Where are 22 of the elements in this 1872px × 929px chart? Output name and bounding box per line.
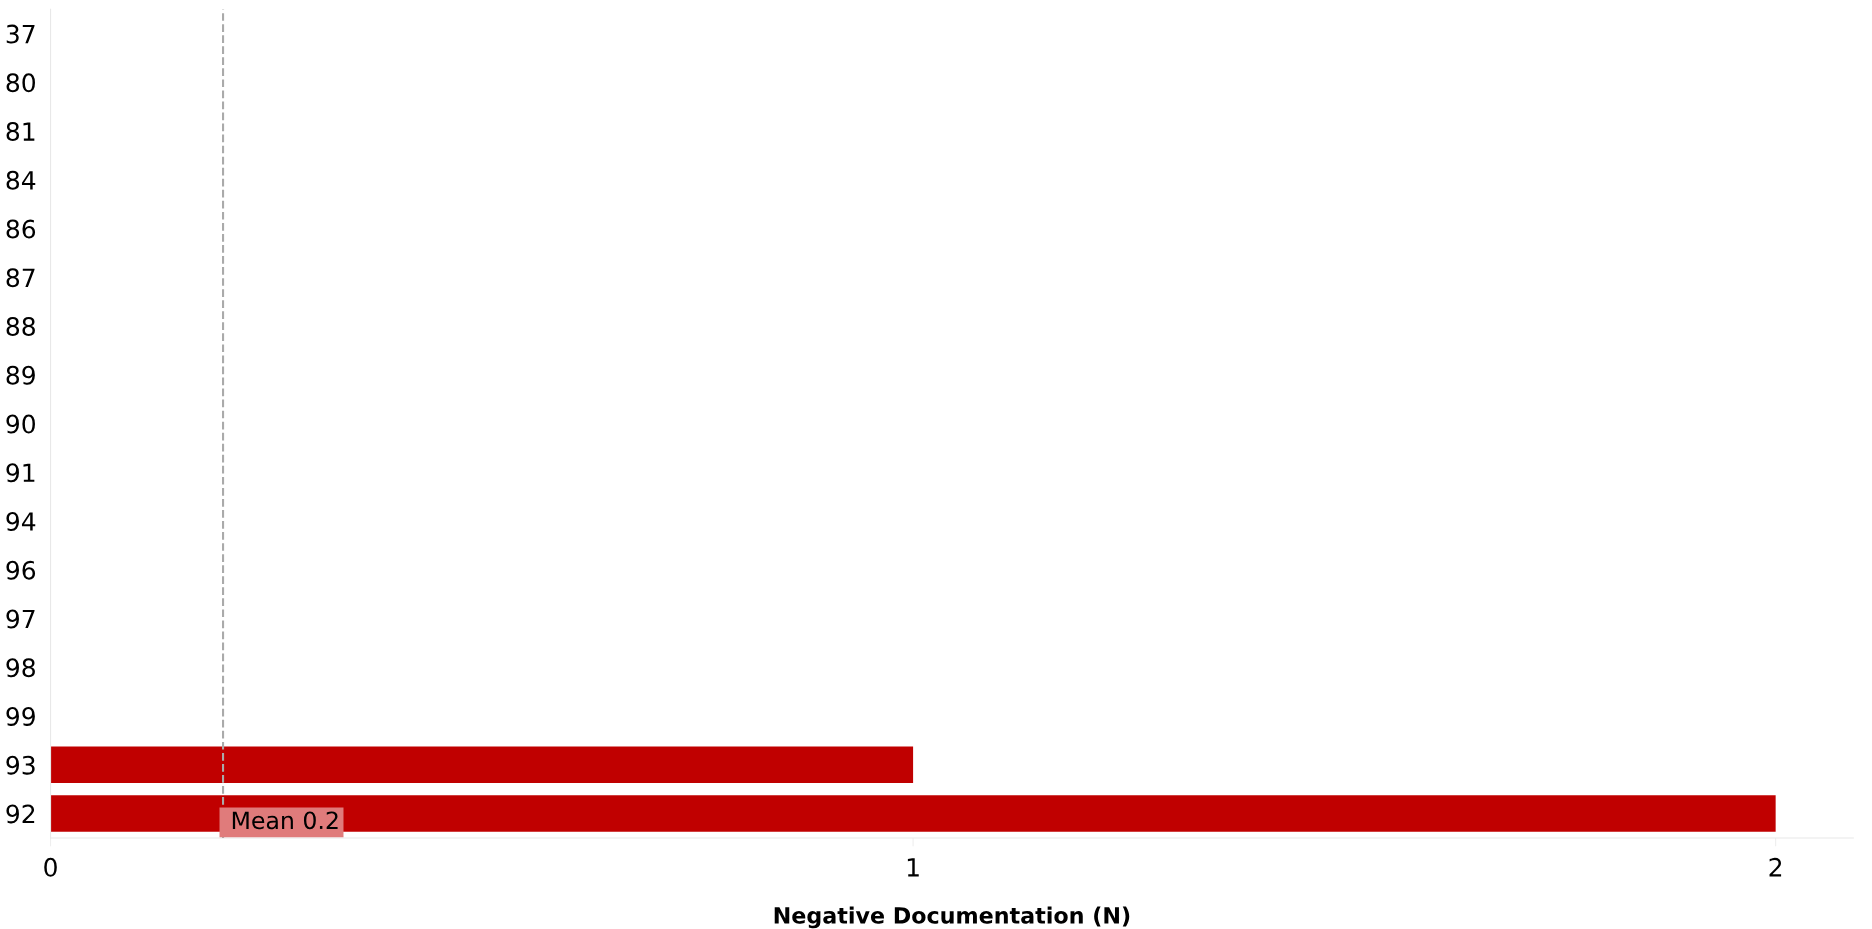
y-tick-label: 93 xyxy=(6,755,35,775)
y-tick-label: 84 xyxy=(6,170,36,190)
y-tick-label: 90 xyxy=(6,414,35,434)
y-tick-label: 98 xyxy=(6,658,35,678)
y-tick-label: 96 xyxy=(6,560,36,580)
x-axis-title: Negative Documentation (N) xyxy=(774,906,1130,929)
y-tick-label: 94 xyxy=(6,512,36,531)
y-tick-label: 87 xyxy=(6,268,35,288)
y-tick-label: 99 xyxy=(6,707,35,726)
y-tick-label: 81 xyxy=(6,122,35,142)
x-tick-label: 1 xyxy=(907,858,919,877)
y-tick-label: 97 xyxy=(6,609,35,629)
y-tick-label: 92 xyxy=(6,804,35,824)
y-tick-label: 91 xyxy=(6,463,35,483)
y-tick-label: 88 xyxy=(6,317,35,336)
y-tick-label: 37 xyxy=(6,24,35,44)
x-tick-label: 0 xyxy=(44,857,57,877)
y-tick-label: 80 xyxy=(6,73,35,93)
x-tick-label: 2 xyxy=(1769,857,1782,877)
ref-line-label: Mean 0.2 xyxy=(232,811,338,830)
y-tick-label: 86 xyxy=(6,219,36,239)
y-tick-label: 89 xyxy=(6,365,35,385)
